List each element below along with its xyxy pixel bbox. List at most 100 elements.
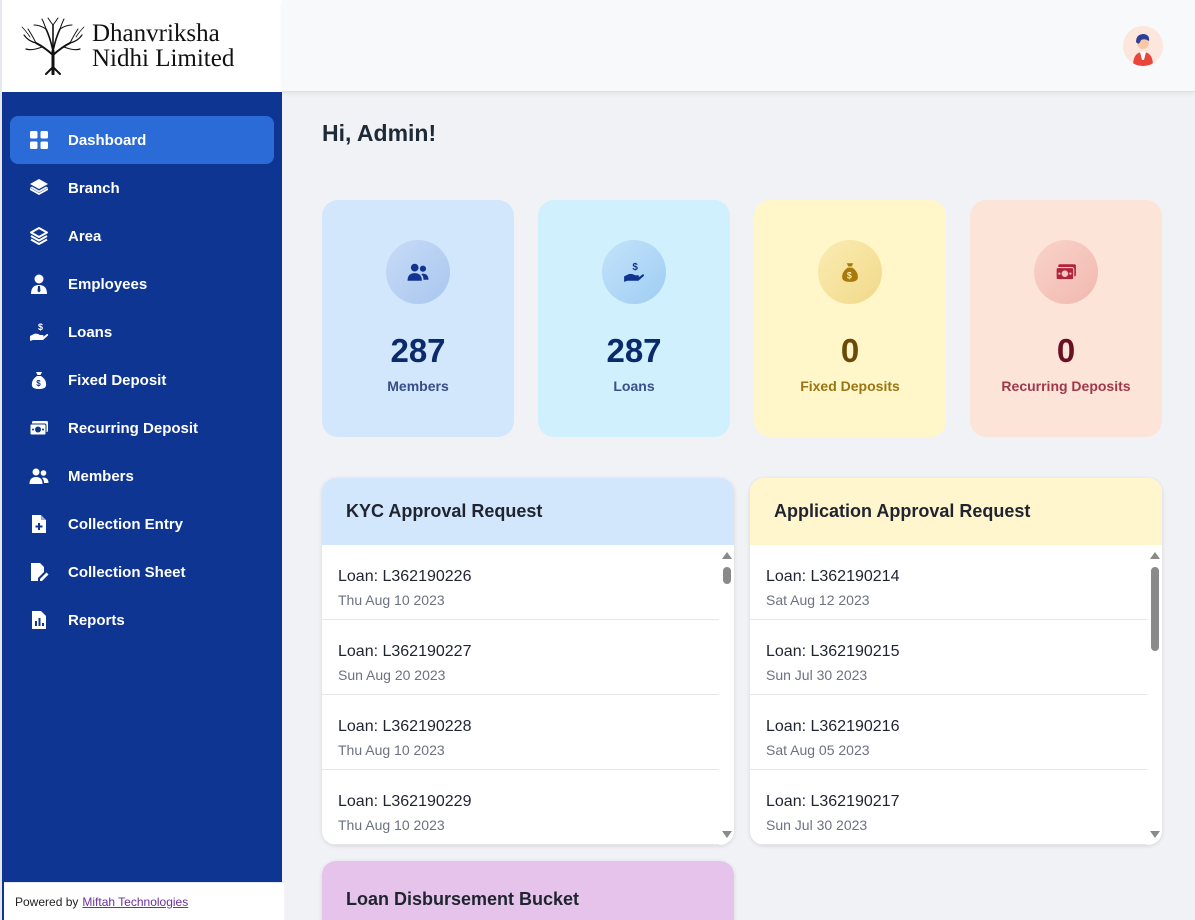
stat-card-recurring-deposits[interactable]: 0 Recurring Deposits <box>970 200 1162 437</box>
stat-label: Members <box>387 378 449 394</box>
loan-id: Loan: L362190214 <box>766 568 900 585</box>
panel-title: Loan Disbursement Bucket <box>322 861 734 920</box>
list-item[interactable]: Loan: L362190216 Sat Aug 05 2023 <box>750 695 1147 770</box>
brand-name-line1: Dhanvriksha <box>92 20 220 47</box>
money-bag-icon: $ <box>818 240 882 304</box>
kyc-approval-panel: KYC Approval Request Loan: L362190226 Th… <box>322 478 734 845</box>
users-icon <box>28 465 50 487</box>
stat-card-loans[interactable]: $ 287 Loans <box>538 200 730 437</box>
stat-value: 0 <box>840 332 860 369</box>
loan-date: Sat Aug 12 2023 <box>766 592 870 608</box>
money-bag-icon: $ <box>28 369 50 391</box>
svg-text:$: $ <box>38 322 43 332</box>
list-item[interactable]: Loan: L362190215 Sun Jul 30 2023 <box>750 620 1147 695</box>
stat-value: 287 <box>606 332 662 369</box>
stat-label: Fixed Deposits <box>800 378 900 394</box>
sidebar-item-reports[interactable]: Reports <box>10 596 274 644</box>
brand-logo[interactable]: Dhanvriksha Nidhi Limited <box>2 0 284 92</box>
svg-text:$: $ <box>36 379 41 388</box>
grid-icon <box>28 129 50 151</box>
sidebar-item-members[interactable]: Members <box>10 452 274 500</box>
sidebar-item-collection-entry[interactable]: Collection Entry <box>10 500 274 548</box>
loan-date: Thu Aug 10 2023 <box>338 742 445 758</box>
loan-date: Sun Jul 30 2023 <box>766 817 868 833</box>
top-header <box>282 0 1195 92</box>
stat-label: Recurring Deposits <box>1001 378 1131 394</box>
hand-dollar-icon: $ <box>28 321 50 343</box>
sidebar-item-label: Branch <box>68 179 120 197</box>
scroll-down-icon[interactable] <box>722 831 732 838</box>
file-edit-icon <box>28 561 50 583</box>
loan-id: Loan: L362190227 <box>338 643 472 660</box>
application-approval-panel: Application Approval Request Loan: L3621… <box>750 478 1162 845</box>
employee-icon <box>28 273 50 295</box>
kyc-scrollbar[interactable] <box>719 545 734 845</box>
scroll-thumb[interactable] <box>723 567 731 584</box>
layers-outline-icon <box>28 225 50 247</box>
sidebar-item-label: Members <box>68 467 134 485</box>
sidebar-item-label: Collection Entry <box>68 515 184 533</box>
sidebar-item-label: Recurring Deposit <box>68 419 199 437</box>
kyc-list: Loan: L362190226 Thu Aug 10 2023 Loan: L… <box>322 545 734 845</box>
sidebar-item-label: Dashboard <box>68 131 147 149</box>
sidebar-nav: Dashboard Branch Area Employees $ Loans … <box>10 116 274 644</box>
loan-date: Thu Aug 10 2023 <box>338 592 445 608</box>
loan-id: Loan: L362190226 <box>338 568 472 585</box>
sidebar-item-employees[interactable]: Employees <box>10 260 274 308</box>
sidebar-item-label: Employees <box>68 275 148 293</box>
cash-icon <box>28 417 50 439</box>
brand-name-line2: Nidhi Limited <box>92 45 235 72</box>
sidebar-item-dashboard[interactable]: Dashboard <box>10 116 274 164</box>
footer-prefix: Powered by <box>15 894 79 909</box>
sidebar-footer: Powered by Miftah Technologies <box>4 882 284 920</box>
application-list: Loan: L362190214 Sat Aug 12 2023 Loan: L… <box>750 545 1162 845</box>
sidebar-item-recurring-deposit[interactable]: Recurring Deposit <box>10 404 274 452</box>
loan-date: Sat Aug 05 2023 <box>766 742 870 758</box>
sidebar-item-label: Reports <box>68 611 125 629</box>
list-item[interactable]: Loan: L362190226 Thu Aug 10 2023 <box>322 545 719 620</box>
application-scrollbar[interactable] <box>1147 545 1162 845</box>
stat-label: Loans <box>613 378 655 394</box>
list-item[interactable]: Loan: L362190228 Thu Aug 10 2023 <box>322 695 719 770</box>
loan-id: Loan: L362190228 <box>338 718 472 735</box>
stat-card-members[interactable]: 287 Members <box>322 200 514 437</box>
stat-value: 0 <box>1056 332 1076 369</box>
page-greeting: Hi, Admin! <box>322 120 437 146</box>
stat-card-fixed-deposits[interactable]: $ 0 Fixed Deposits <box>754 200 946 437</box>
sidebar-item-fixed-deposit[interactable]: $ Fixed Deposit <box>10 356 274 404</box>
sidebar: Dhanvriksha Nidhi Limited Dashboard Bran… <box>0 0 284 920</box>
svg-text:$: $ <box>632 262 638 273</box>
sidebar-item-label: Area <box>68 227 102 245</box>
loan-id: Loan: L362190216 <box>766 718 900 735</box>
scroll-down-icon[interactable] <box>1150 831 1160 838</box>
panel-title: KYC Approval Request <box>322 478 734 545</box>
sidebar-item-collection-sheet[interactable]: Collection Sheet <box>10 548 274 596</box>
loan-date: Thu Aug 10 2023 <box>338 817 445 833</box>
loan-id: Loan: L362190215 <box>766 643 900 660</box>
sidebar-item-label: Loans <box>68 323 113 341</box>
loan-date: Sun Aug 20 2023 <box>338 667 446 683</box>
list-item[interactable]: Loan: L362190217 Sun Jul 30 2023 <box>750 770 1147 845</box>
cash-icon <box>1034 240 1098 304</box>
list-item[interactable]: Loan: L362190214 Sat Aug 12 2023 <box>750 545 1147 620</box>
sidebar-item-branch[interactable]: Branch <box>10 164 274 212</box>
sidebar-item-label: Fixed Deposit <box>68 371 167 389</box>
tree-logo-icon <box>21 17 85 75</box>
scroll-thumb[interactable] <box>1151 567 1159 651</box>
sidebar-item-loans[interactable]: $ Loans <box>10 308 274 356</box>
scroll-up-icon[interactable] <box>722 552 732 559</box>
loan-disbursement-panel: Loan Disbursement Bucket <box>322 861 734 920</box>
footer-company-link[interactable]: Miftah Technologies <box>82 894 189 909</box>
list-item[interactable]: Loan: L362190227 Sun Aug 20 2023 <box>322 620 719 695</box>
panel-title: Application Approval Request <box>750 478 1162 545</box>
hand-dollar-icon: $ <box>602 240 666 304</box>
svg-text:$: $ <box>847 271 852 281</box>
users-icon <box>386 240 450 304</box>
loan-id: Loan: L362190229 <box>338 793 472 810</box>
user-avatar[interactable] <box>1123 26 1163 66</box>
sidebar-item-label: Collection Sheet <box>68 563 186 581</box>
file-chart-icon <box>28 609 50 631</box>
scroll-up-icon[interactable] <box>1150 552 1160 559</box>
list-item[interactable]: Loan: L362190229 Thu Aug 10 2023 <box>322 770 719 845</box>
sidebar-item-area[interactable]: Area <box>10 212 274 260</box>
